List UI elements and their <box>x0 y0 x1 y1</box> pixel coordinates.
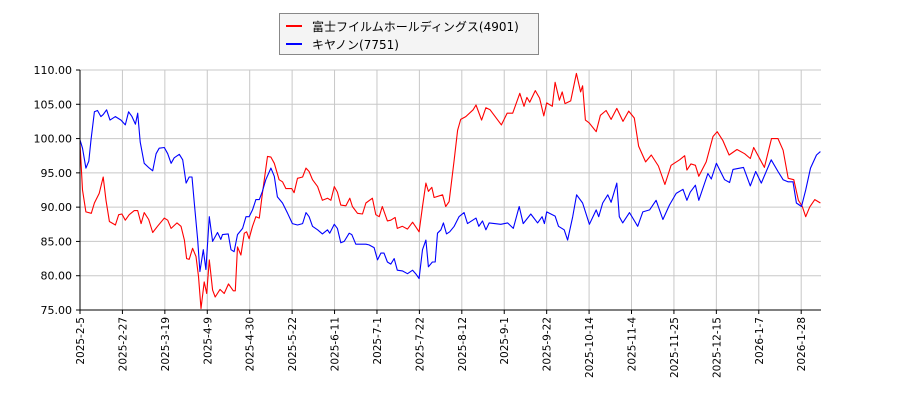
x-axis-ticks: 2025-2-5 2025-2-27 2025-3-19 2025-4-9 2025-4… <box>75 310 808 378</box>
series-line-canon <box>79 109 821 280</box>
y-tick-label: 110.00 <box>34 64 73 77</box>
x-tick-label: 2025-12-15 <box>711 317 723 378</box>
x-tick-label: 2025-11-4 <box>627 317 639 372</box>
axes <box>79 70 821 311</box>
legend: 富士フイルムホールディングス(4901) キヤノン(7751) <box>279 13 539 55</box>
x-tick-label: 2025-7-22 <box>414 317 426 371</box>
legend-item-canon: キヤノン(7751) <box>286 36 399 52</box>
x-tick-label: 2026-1-7 <box>754 317 766 365</box>
x-tick-label: 2025-3-19 <box>160 317 172 371</box>
x-tick-label: 2025-7-1 <box>372 317 384 365</box>
y-tick-label: 90.00 <box>41 201 73 214</box>
legend-label: キヤノン(7751) <box>312 37 399 52</box>
x-tick-label: 2025-5-22 <box>287 317 299 371</box>
x-tick-label: 2025-8-12 <box>457 317 469 371</box>
y-tick-label: 75.00 <box>41 304 73 317</box>
legend-swatch-blue <box>286 43 302 45</box>
y-tick-label: 100.00 <box>34 133 73 146</box>
x-tick-label: 2025-6-11 <box>330 317 342 371</box>
x-tick-label: 2025-10-14 <box>584 317 596 378</box>
series-line-fujifilm <box>79 72 821 310</box>
x-tick-label: 2025-2-5 <box>75 317 87 365</box>
x-tick-label: 2025-9-22 <box>542 317 554 371</box>
legend-item-fujifilm: 富士フイルムホールディングス(4901) <box>286 18 519 34</box>
y-tick-label: 85.00 <box>41 235 73 248</box>
x-tick-label: 2025-4-30 <box>245 317 257 371</box>
y-tick-label: 95.00 <box>41 167 73 180</box>
y-tick-label: 105.00 <box>34 98 73 111</box>
x-tick-label: 2025-4-9 <box>202 317 214 365</box>
x-tick-label: 2025-9-1 <box>499 317 511 365</box>
x-tick-label: 2026-1-28 <box>796 317 808 371</box>
legend-swatch-red <box>286 25 302 27</box>
legend-label: 富士フイルムホールディングス(4901) <box>312 19 519 34</box>
x-tick-label: 2025-11-25 <box>669 317 681 378</box>
y-tick-label: 80.00 <box>41 270 73 283</box>
series-lines <box>79 72 821 310</box>
y-axis-ticks: 75.00 80.00 85.00 90.00 95.00 100.00 105.00 110… <box>34 64 80 317</box>
x-tick-label: 2025-2-27 <box>117 317 129 371</box>
